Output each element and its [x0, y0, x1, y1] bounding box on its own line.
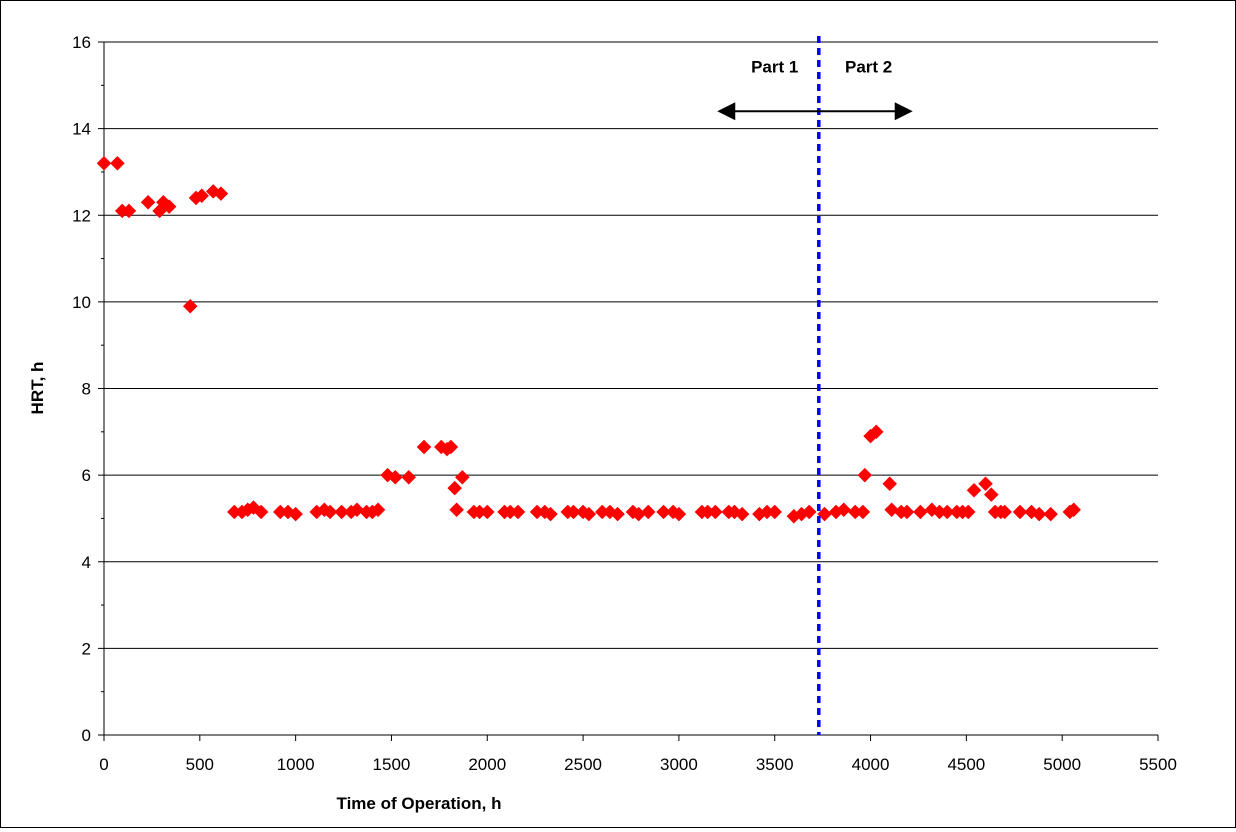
data-point-diamond: [767, 504, 783, 520]
data-point-diamond: [387, 469, 403, 485]
axes: [98, 41, 1159, 741]
data-point-diamond: [836, 502, 852, 518]
data-point-diamond: [924, 502, 940, 518]
gridlines: [104, 41, 1158, 649]
data-point-diamond: [443, 439, 459, 455]
data-point-diamond: [966, 482, 982, 498]
x-tick-label: 4000: [852, 755, 890, 774]
data-point-diamond: [983, 487, 999, 502]
data-point-diamond: [734, 506, 750, 522]
x-tick-label: 3500: [756, 755, 794, 774]
y-tick-label: 4: [82, 553, 91, 572]
data-point-diamond: [182, 298, 198, 314]
data-point-diamond: [868, 424, 884, 440]
data-point-diamond: [349, 502, 365, 518]
data-point-diamond: [997, 504, 1013, 520]
data-point-diamond: [960, 504, 976, 520]
x-tick-label: 0: [99, 755, 108, 774]
part-label-1: Part 1: [751, 57, 798, 76]
y-tick-label: 8: [82, 380, 91, 399]
x-tick-label: 2500: [564, 755, 602, 774]
data-point-diamond: [857, 467, 873, 483]
y-tick-label: 12: [72, 206, 91, 225]
arrow-head-left: [717, 102, 736, 121]
tick-labels: 0 2 4 6 8 10 12 14 16 0 500 1000 1500 2000 2500 3000 350…: [72, 33, 1177, 774]
x-tick-label: 5500: [1139, 755, 1177, 774]
data-point-diamond: [322, 504, 338, 520]
x-tick-label: 2000: [468, 755, 506, 774]
data-point-diamond: [401, 469, 417, 485]
y-tick-label: 10: [72, 293, 91, 312]
data-point-diamond: [121, 203, 137, 219]
data-point-diamond: [1031, 506, 1047, 522]
data-point-diamond: [610, 506, 625, 522]
data-point-diamond: [140, 194, 156, 210]
annotations: Part 1 Part 2: [717, 36, 913, 735]
data-point-diamond: [416, 439, 432, 455]
y-tick-label: 2: [82, 639, 91, 658]
y-tick-label: 16: [72, 33, 91, 52]
data-point-diamond: [161, 199, 177, 214]
y-tick-label: 14: [72, 120, 91, 139]
part-label-2: Part 2: [845, 57, 892, 76]
data-point-diamond: [447, 480, 463, 496]
x-tick-label: 1500: [373, 755, 411, 774]
data-point-diamond: [671, 506, 687, 522]
data-points: [96, 155, 1082, 524]
data-point-diamond: [96, 155, 112, 171]
data-point-diamond: [510, 504, 526, 520]
data-point-diamond: [543, 506, 558, 522]
data-point-diamond: [882, 476, 898, 492]
data-point-diamond: [899, 504, 915, 520]
data-point-diamond: [707, 504, 723, 520]
data-point-diamond: [253, 504, 269, 520]
data-point-diamond: [913, 504, 928, 520]
data-point-diamond: [581, 506, 597, 522]
data-point-diamond: [801, 504, 817, 520]
x-tick-label: 4500: [947, 755, 985, 774]
data-point-diamond: [110, 155, 125, 171]
x-axis-title: Time of Operation, h: [337, 794, 502, 813]
data-point-diamond: [1043, 506, 1059, 522]
data-point-diamond: [194, 188, 210, 204]
data-point-diamond: [855, 504, 871, 520]
data-point-diamond: [288, 506, 303, 522]
data-point-diamond: [213, 186, 229, 201]
x-tick-label: 1000: [277, 755, 315, 774]
data-point-diamond: [1066, 502, 1082, 518]
data-point-diamond: [978, 476, 993, 492]
data-point-diamond: [479, 504, 495, 520]
data-point-diamond: [640, 504, 656, 520]
x-tick-label: 5000: [1043, 755, 1081, 774]
data-point-diamond: [884, 502, 899, 518]
x-tick-label: 500: [186, 755, 214, 774]
data-point-diamond: [455, 469, 470, 485]
data-point-diamond: [1012, 504, 1028, 520]
y-tick-label: 0: [82, 726, 91, 745]
data-point-diamond: [370, 502, 386, 518]
y-tick-label: 6: [82, 466, 91, 485]
data-point-diamond: [449, 502, 464, 518]
arrow-head-right: [894, 102, 913, 121]
y-axis-title: HRT, h: [28, 362, 47, 415]
x-tick-label: 3000: [660, 755, 698, 774]
